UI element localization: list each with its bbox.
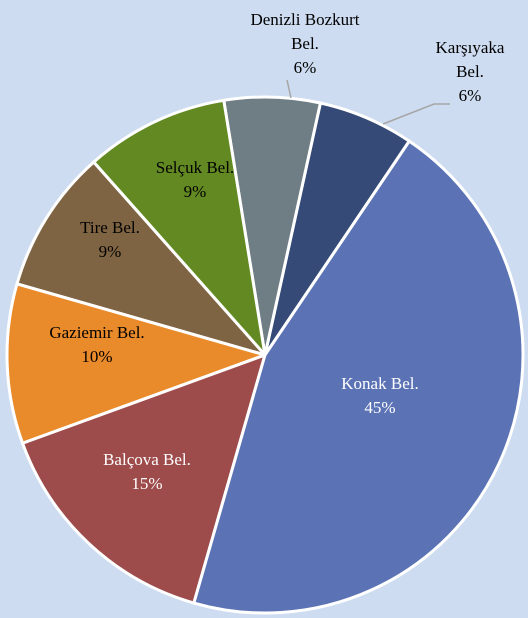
data-label: Selçuk Bel. 9% (156, 156, 234, 204)
value-label: 9% (98, 242, 122, 261)
value-label: 9% (183, 182, 207, 201)
value-label: 15% (131, 474, 163, 493)
data-label: Tire Bel. 9% (80, 216, 140, 264)
data-label: Denizli Bozkurt Bel. 6% (250, 8, 360, 80)
data-label: Karşıyaka Bel. 6% (423, 36, 518, 108)
value-label: 6% (293, 58, 317, 77)
category-label: Karşıyaka Bel. (435, 38, 505, 81)
category-label: Konak Bel. (341, 374, 419, 393)
leader-line (382, 103, 450, 125)
data-label: Konak Bel. 45% (341, 372, 418, 420)
value-label: 45% (364, 398, 396, 417)
pie-slice (20, 352, 268, 605)
category-label: Denizli Bozkurt Bel. (250, 10, 360, 53)
pie-slice (91, 98, 268, 360)
category-label: Tire Bel. (80, 218, 140, 237)
category-label: Selçuk Bel. (155, 158, 235, 177)
pie-slice (15, 159, 270, 358)
value-label: 10% (81, 347, 113, 366)
data-label: Balçova Bel. 15% (103, 448, 191, 496)
data-label: Gaziemir Bel. 10% (49, 321, 144, 369)
pie-slice (5, 282, 270, 446)
category-label: Gaziemir Bel. (49, 323, 145, 342)
value-label: 6% (458, 86, 482, 105)
category-label: Balçova Bel. (103, 450, 191, 469)
leader-line (286, 79, 292, 99)
pie-slice (192, 139, 525, 615)
